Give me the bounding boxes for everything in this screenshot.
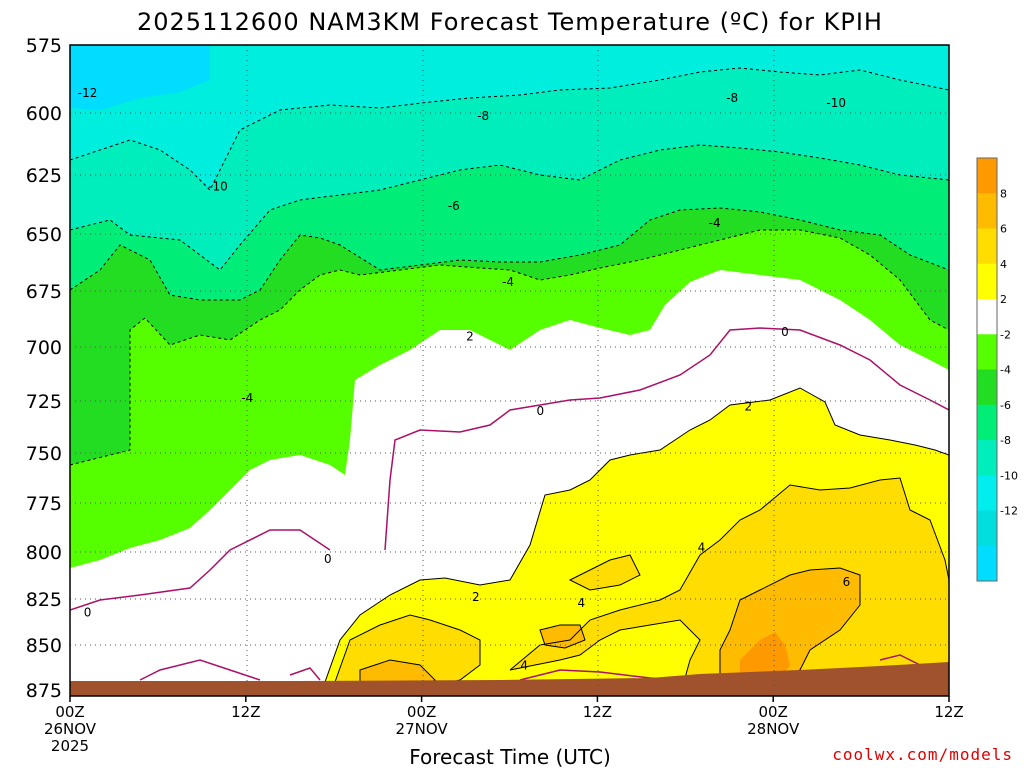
x-tick-label: 00Z (407, 703, 436, 721)
colorbar-swatch (977, 299, 997, 335)
colorbar-swatch (977, 440, 997, 476)
contour-label: 4 (698, 540, 706, 554)
y-tick-label: 600 (26, 103, 62, 125)
colorbar-swatch (977, 228, 997, 265)
contour-label: -10 (826, 96, 846, 110)
colorbar-frame (976, 157, 998, 582)
contour-two (319, 387, 949, 696)
colorbar-level-label: 8 (1000, 187, 1007, 200)
contour-label: 0 (324, 552, 332, 566)
y-tick-label: 575 (26, 35, 62, 57)
y-axis: 575 600 625 650 675 700 725 750 775 800 … (26, 35, 62, 702)
contour-label: 2 (472, 590, 480, 604)
contour-minus8 (70, 144, 949, 271)
contour-label: -8 (726, 91, 738, 105)
y-tick-label: 875 (26, 680, 62, 702)
y-tick-label: 625 (26, 165, 62, 187)
x-tick-label: 2025 (51, 737, 89, 755)
contour-label: 2 (744, 400, 752, 414)
x-tick-label: 26NOV (44, 720, 97, 738)
colorbar-level-label: -4 (1000, 364, 1011, 377)
x-tick-label: 28NOV (747, 720, 800, 738)
contour-label: -4 (241, 391, 253, 405)
y-tick-label: 675 (26, 281, 62, 303)
contour-label: 2 (466, 330, 474, 344)
y-tick-label: 850 (26, 635, 62, 657)
contour-lines (70, 67, 949, 696)
y-tick-label: 775 (26, 493, 62, 515)
colorbar-legend: 8 6 4 2 -2 -4 -6 -8 -10 -12 (976, 157, 1018, 582)
contour-minus4 (70, 229, 949, 466)
x-tick-label: 12Z (583, 703, 612, 721)
contour-zero (70, 327, 949, 681)
plot-area: -12 -10 -8 -8 -10 -6 -4 -4 -4 2 0 0 2 0 0 2 4 4 6 4 (70, 45, 949, 696)
colorbar-swatch (977, 404, 997, 441)
colorbar-swatch (977, 193, 997, 229)
chart-title: 2025112600 NAM3KM Forecast Temperature (… (137, 8, 883, 36)
plot-frame (69, 44, 950, 697)
contour-label: 0 (781, 325, 789, 339)
x-tick-label: 27NOV (396, 720, 449, 738)
contour-label: 0 (536, 404, 544, 418)
contour-label: 0 (84, 605, 92, 619)
contour-minus10 (70, 67, 949, 191)
contour-label: -4 (502, 275, 514, 289)
credit-text: coolwx.com/models (832, 745, 1013, 764)
contour-label: 4 (577, 596, 585, 610)
x-tick-label: 00Z (55, 703, 84, 721)
y-tick-label: 725 (26, 391, 62, 413)
colorbar-level-label: -6 (1000, 399, 1011, 412)
colorbar-swatch (977, 158, 997, 194)
y-tick-label: 700 (26, 337, 62, 359)
y-tick-label: 750 (26, 443, 62, 465)
colorbar-level-label: -12 (1000, 505, 1018, 518)
y-tick-label: 800 (26, 542, 62, 564)
contour-label: -8 (477, 109, 489, 123)
contour-label: -10 (208, 180, 228, 194)
contour-label: -12 (78, 86, 98, 100)
colorbar-swatch (977, 334, 997, 370)
y-tick-label: 650 (26, 224, 62, 246)
colorbar-level-label: 2 (1000, 293, 1007, 306)
colorbar-swatch (977, 475, 997, 511)
band-4-6 (360, 568, 860, 696)
colorbar-swatch (977, 545, 997, 582)
contour-minus6 (70, 207, 949, 301)
colorbar-level-label: -10 (1000, 469, 1018, 482)
x-axis-title: Forecast Time (UTC) (409, 745, 611, 768)
colorbar-level-label: 6 (1000, 223, 1007, 236)
colorbar-level-label: -2 (1000, 328, 1011, 341)
grid (70, 45, 949, 696)
contour-four (329, 477, 949, 696)
colorbar-level-label: 4 (1000, 258, 1007, 271)
y-tick-label: 825 (26, 589, 62, 611)
colorbar-swatch (977, 510, 997, 547)
contour-label: -6 (448, 199, 460, 213)
contour-labels: -12 -10 -8 -8 -10 -6 -4 -4 -4 2 0 0 2 0 0 2 4 4 6 4 (78, 86, 850, 673)
contour-label: -4 (709, 216, 721, 230)
x-tick-label: 12Z (934, 703, 963, 721)
colorbar-level-label: -8 (1000, 434, 1011, 447)
contour-label: 6 (843, 575, 851, 589)
x-tick-label: 00Z (759, 703, 788, 721)
colorbar-swatch (977, 369, 997, 406)
terrain (70, 662, 949, 696)
contour-label: 4 (520, 659, 528, 673)
colorbar-swatch (977, 263, 997, 300)
x-tick-label: 12Z (231, 703, 260, 721)
